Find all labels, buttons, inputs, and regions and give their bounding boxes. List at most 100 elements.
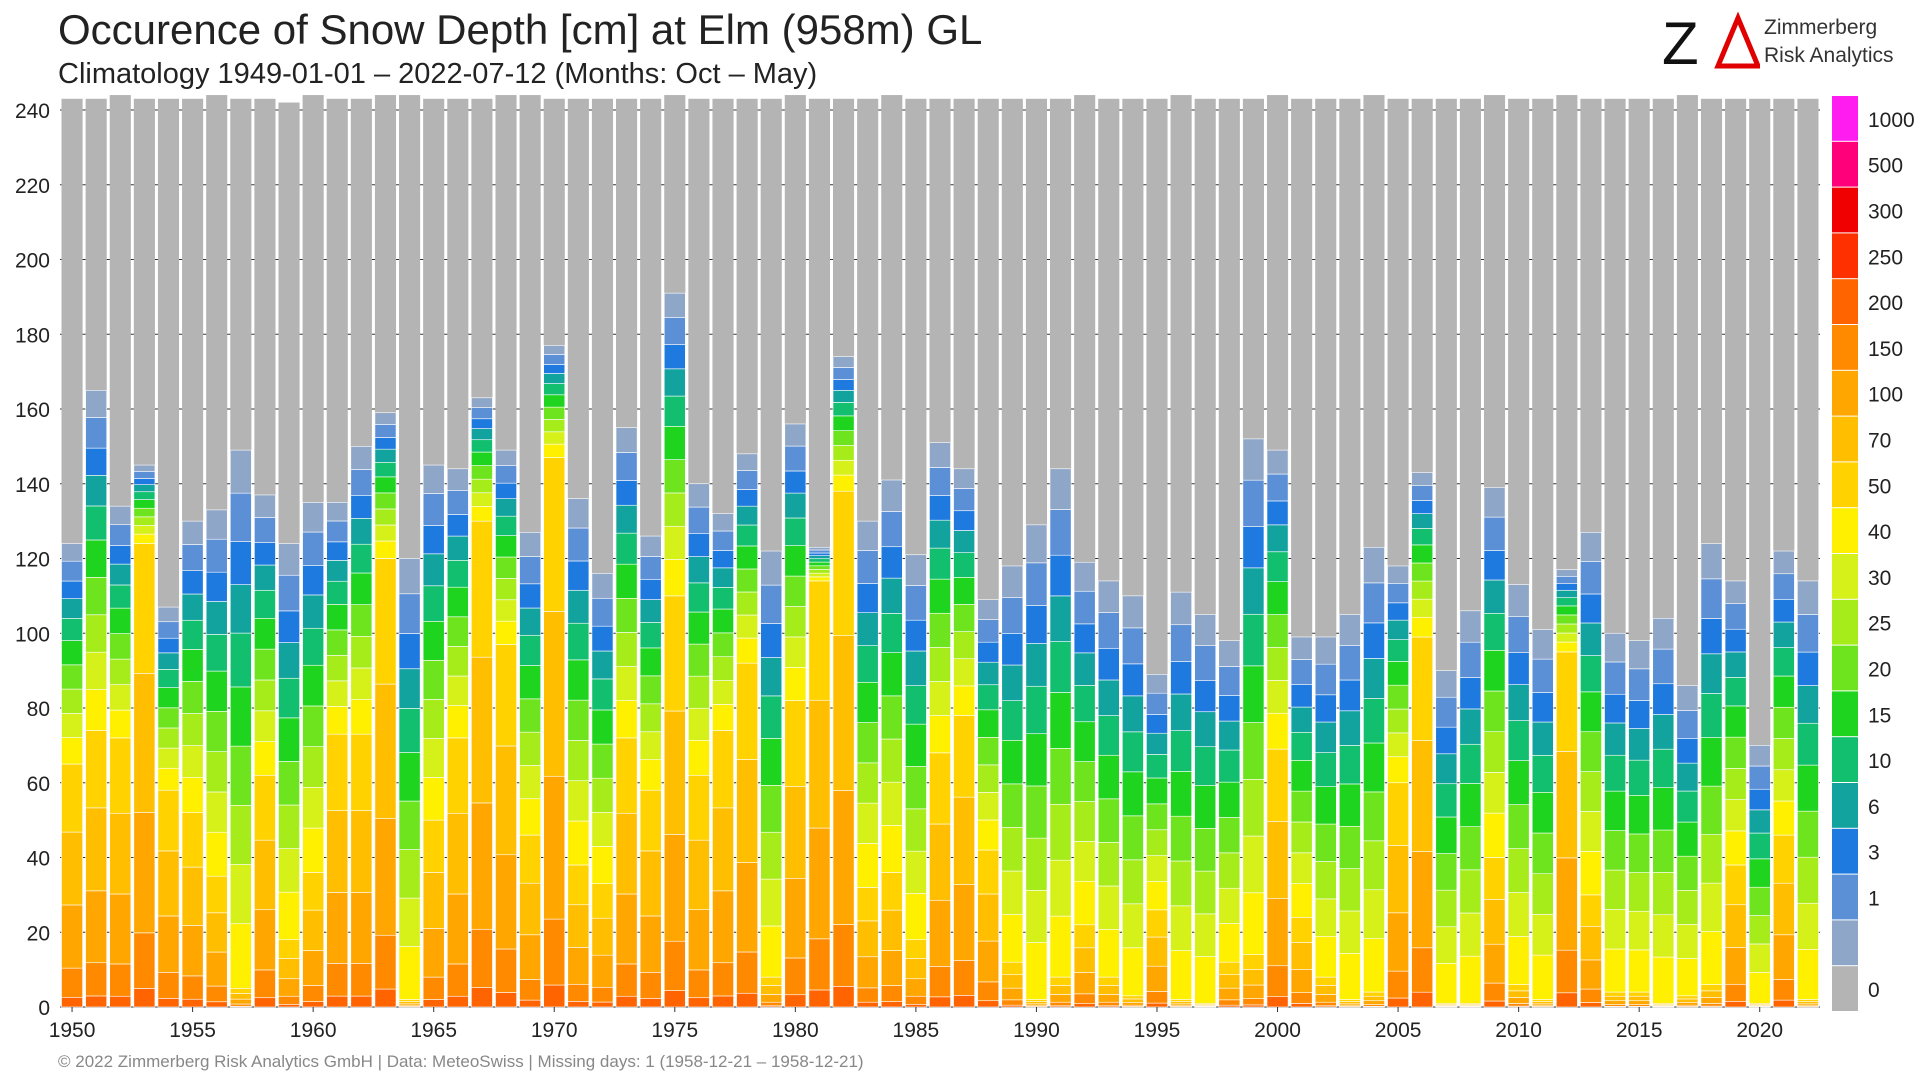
- bar-segment: [1628, 872, 1651, 912]
- bar-segment: [374, 437, 397, 450]
- bar-segment: [278, 677, 300, 719]
- bar-segment: [181, 975, 204, 1000]
- bar-segment: [784, 636, 807, 668]
- bar-segment: [663, 459, 686, 494]
- bar-segment: [1748, 943, 1771, 973]
- bar-segment: [1363, 889, 1385, 939]
- bar-segment: [760, 657, 783, 697]
- bar-segment: [326, 502, 349, 522]
- bar-segment: [254, 617, 276, 650]
- bar-segment: [1652, 648, 1675, 685]
- bar-segment: [953, 715, 975, 798]
- bar-segment: [278, 717, 300, 762]
- bar-segment: [1483, 982, 1506, 1002]
- bar-segment: [856, 520, 879, 551]
- logo-text-line1: Zimmerberg: [1764, 16, 1878, 39]
- bar-segment: [278, 939, 300, 959]
- bar-segment: [880, 825, 903, 873]
- y-tick-label: 120: [15, 549, 50, 572]
- bar-segment: [1387, 708, 1409, 734]
- bar-segment: [1097, 612, 1120, 649]
- bar-segment: [422, 819, 445, 873]
- bar-segment: [808, 549, 831, 554]
- bar-segment: [688, 556, 710, 584]
- bar-segment: [471, 418, 493, 429]
- bar-segment: [85, 505, 108, 541]
- bar-segment: [1073, 841, 1096, 882]
- bar-segment: [1580, 593, 1602, 624]
- bar-segment: [808, 699, 831, 829]
- bar-segment: [1387, 639, 1409, 662]
- bar-segment: [736, 637, 758, 664]
- bar-segment: [1772, 675, 1795, 708]
- bar-segment: [1146, 909, 1168, 938]
- bar-segment: [1001, 783, 1024, 828]
- bar-segment: [1628, 995, 1651, 1002]
- bar-segment: [398, 849, 421, 899]
- bar-segment: [1652, 914, 1675, 958]
- bar-segment: [663, 940, 686, 991]
- bar-segment: [181, 570, 204, 595]
- legend-label: 0: [1868, 979, 1880, 1002]
- logo-text-line2: Risk Analytics: [1764, 44, 1894, 67]
- bar-segment: [808, 827, 831, 940]
- bar-segment: [784, 700, 807, 787]
- bar-segment: [615, 480, 638, 506]
- bar-segment: [1363, 995, 1385, 1002]
- bar-segment: [471, 478, 493, 494]
- bar-segment: [1772, 550, 1795, 575]
- bar-segment: [1218, 961, 1241, 976]
- bar-segment: [1387, 970, 1409, 999]
- bar-segment: [663, 834, 686, 942]
- bar-segment: [1170, 661, 1192, 695]
- bar-segment: [133, 932, 156, 989]
- legend-label: 1: [1868, 888, 1880, 911]
- x-tick-label: 2005: [1375, 1019, 1422, 1042]
- bar-segment: [157, 606, 180, 623]
- bar-segment: [1218, 640, 1241, 667]
- bar-segment: [1604, 1000, 1626, 1005]
- bar-segment: [495, 515, 517, 536]
- bar-segment: [326, 541, 349, 561]
- bar-segment: [181, 745, 204, 778]
- bar-segment: [61, 967, 83, 998]
- bar-segment: [302, 705, 325, 747]
- bar-segment: [326, 963, 349, 997]
- bar-segment: [1073, 947, 1096, 973]
- bar-segment: [181, 777, 204, 813]
- bar-segment: [1314, 898, 1337, 937]
- bar-segment: [229, 805, 252, 865]
- bar-segment: [712, 608, 734, 634]
- bar-segment: [808, 938, 831, 991]
- bar-segment: [133, 484, 156, 493]
- bar-segment: [1772, 706, 1795, 739]
- bar-segment: [1507, 652, 1530, 685]
- bar-segment: [639, 759, 662, 791]
- bar-segment: [278, 761, 300, 806]
- bar-segment: [157, 727, 180, 749]
- bar-segment: [1242, 998, 1265, 1006]
- bar-segment: [1724, 947, 1747, 985]
- legend-swatch: [1832, 691, 1858, 737]
- bar-segment: [784, 575, 807, 607]
- bar-segment: [1435, 753, 1458, 785]
- bar-segment: [1411, 580, 1434, 600]
- bar-segment: [591, 883, 614, 919]
- bar-segment: [1025, 785, 1048, 839]
- bar-segment: [374, 683, 397, 819]
- bar-segment: [133, 471, 156, 479]
- bar-segment: [1025, 999, 1048, 1002]
- bar-segment: [1387, 997, 1409, 1008]
- bar-segment: [181, 866, 204, 926]
- legend-swatch: [1832, 966, 1858, 1011]
- bar-segment: [1073, 993, 1096, 1005]
- bar-segment: [639, 915, 662, 973]
- bar-segment: [856, 681, 879, 723]
- bar-segment: [615, 452, 638, 481]
- bar-segment: [808, 558, 831, 563]
- bar-segment: [1483, 516, 1506, 551]
- bar-segment: [591, 709, 614, 745]
- bar-segment: [109, 893, 132, 965]
- y-tick-label: 240: [15, 100, 50, 123]
